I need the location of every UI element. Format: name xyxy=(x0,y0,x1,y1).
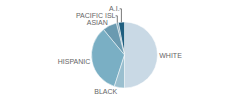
svg-text:HISPANIC: HISPANIC xyxy=(58,58,91,65)
svg-text:PACIFIC ISL: PACIFIC ISL xyxy=(76,12,116,19)
svg-text:A.I.: A.I. xyxy=(109,5,120,12)
svg-text:BLACK: BLACK xyxy=(94,88,117,95)
svg-text:ASIAN: ASIAN xyxy=(87,19,108,26)
svg-text:WHITE: WHITE xyxy=(159,52,182,59)
